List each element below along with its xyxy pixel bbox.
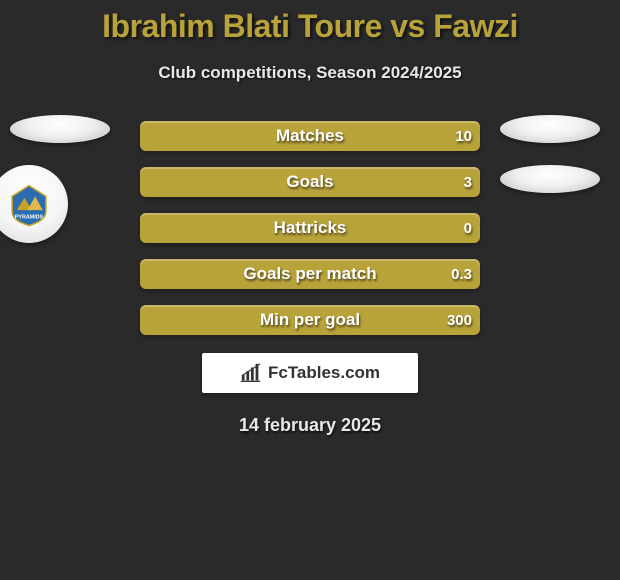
stat-value-right: 0.3 — [451, 259, 472, 289]
comparison-infographic: Ibrahim Blati Toure vs Fawzi Club compet… — [0, 0, 620, 580]
bar-chart-icon — [240, 362, 262, 384]
player-left-avatar-placeholder — [10, 115, 110, 143]
pyramids-club-icon: PYRAMIDS — [6, 181, 52, 227]
stat-label: Goals per match — [140, 259, 480, 289]
stat-row-matches: Matches 10 — [140, 121, 480, 151]
player-left-club-badge: PYRAMIDS — [0, 165, 68, 243]
stat-row-goals-per-match: Goals per match 0.3 — [140, 259, 480, 289]
stats-area: PYRAMIDS Matches 10 Goals 3 Hattricks 0 — [0, 121, 620, 341]
stat-value-right: 0 — [464, 213, 472, 243]
stat-label: Hattricks — [140, 213, 480, 243]
stat-row-goals: Goals 3 — [140, 167, 480, 197]
stat-value-right: 300 — [447, 305, 472, 335]
page-title: Ibrahim Blati Toure vs Fawzi — [0, 0, 620, 45]
player-right-column — [500, 115, 600, 215]
stat-value-right: 10 — [455, 121, 472, 151]
date-line: 14 february 2025 — [0, 415, 620, 436]
branding-text: FcTables.com — [268, 363, 380, 383]
subtitle: Club competitions, Season 2024/2025 — [0, 63, 620, 83]
player-right-club-placeholder — [500, 165, 600, 193]
player-right-avatar-placeholder — [500, 115, 600, 143]
stat-label: Matches — [140, 121, 480, 151]
stat-rows: Matches 10 Goals 3 Hattricks 0 Goals per… — [140, 121, 480, 335]
stat-value-right: 3 — [464, 167, 472, 197]
stat-row-min-per-goal: Min per goal 300 — [140, 305, 480, 335]
player-left-column: PYRAMIDS — [10, 115, 110, 243]
stat-label: Goals — [140, 167, 480, 197]
svg-text:PYRAMIDS: PYRAMIDS — [15, 215, 44, 221]
branding-box[interactable]: FcTables.com — [202, 353, 418, 393]
stat-row-hattricks: Hattricks 0 — [140, 213, 480, 243]
stat-label: Min per goal — [140, 305, 480, 335]
